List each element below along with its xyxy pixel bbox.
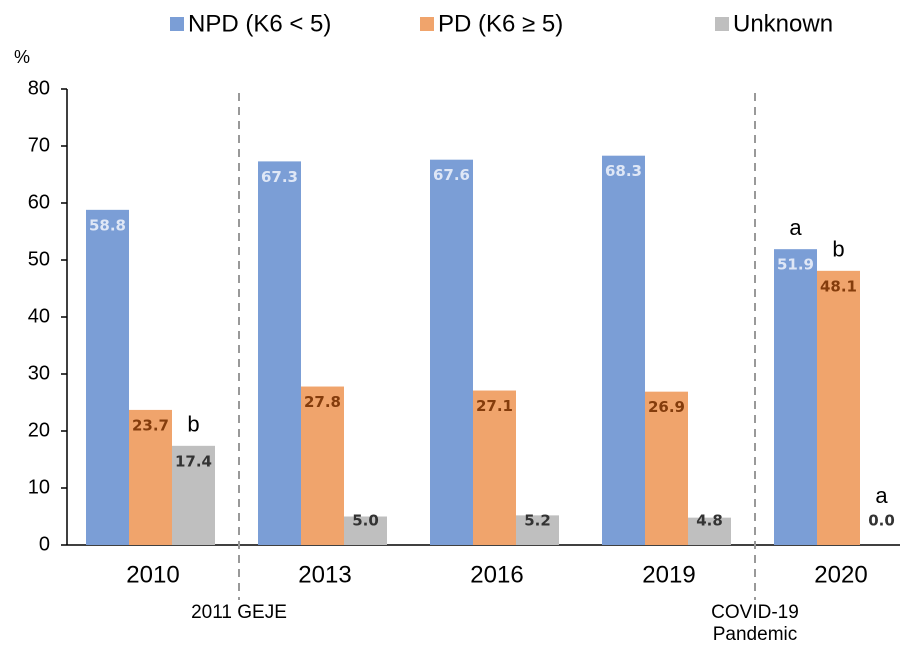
y-tick-label: 70 (28, 134, 50, 156)
y-unit: % (14, 47, 30, 67)
legend-swatch (170, 17, 184, 31)
y-tick-label: 20 (28, 419, 50, 441)
value-label: 67.6 (433, 166, 470, 184)
bar (602, 155, 645, 545)
value-label: 5.2 (524, 512, 551, 530)
value-label: 26.9 (648, 398, 685, 416)
significance-letter: b (187, 412, 199, 437)
value-label: 51.9 (777, 256, 814, 274)
bar (258, 161, 301, 545)
bar (473, 390, 516, 545)
x-tick-label: 2010 (126, 561, 179, 588)
legend-swatch (420, 17, 434, 31)
bar (774, 249, 817, 546)
x-tick-label: 2013 (298, 561, 351, 588)
bar (817, 270, 860, 545)
y-tick-label: 80 (28, 77, 50, 99)
significance-letter: a (875, 483, 888, 508)
y-tick-label: 50 (28, 248, 50, 270)
bar (301, 386, 344, 545)
y-tick-label: 40 (28, 305, 50, 327)
bar (430, 159, 473, 545)
y-tick-label: 30 (28, 362, 50, 384)
significance-letter: b (832, 237, 844, 262)
legend-label: Unknown (733, 10, 833, 37)
period-label: 2011 GEJE (191, 602, 287, 623)
value-label: 23.7 (132, 416, 169, 434)
bar (344, 516, 387, 545)
bar (172, 445, 215, 545)
value-label: 58.8 (89, 216, 126, 234)
value-label: 0.0 (868, 512, 895, 530)
y-tick-label: 60 (28, 191, 50, 213)
x-tick-label: 2019 (642, 561, 695, 588)
value-label: 27.8 (304, 393, 341, 411)
value-label: 17.4 (175, 452, 212, 470)
legend-swatch (715, 17, 729, 31)
y-tick-label: 0 (39, 533, 50, 555)
bar (86, 209, 129, 545)
bar (688, 517, 731, 545)
bar (516, 515, 559, 545)
value-label: 4.8 (696, 512, 723, 530)
bar (645, 391, 688, 545)
x-tick-label: 2020 (814, 561, 867, 588)
legend-label: PD (K6 ≥ 5) (438, 10, 563, 37)
period-label: COVID-19 Pandemic (711, 602, 799, 645)
y-tick-label: 10 (28, 476, 50, 498)
value-label: 5.0 (352, 512, 379, 530)
x-tick-label: 2016 (470, 561, 523, 588)
bar (129, 409, 172, 545)
value-label: 67.3 (261, 168, 298, 186)
legend-label: NPD (K6 < 5) (188, 10, 331, 37)
value-label: 48.1 (820, 277, 857, 295)
value-label: 27.1 (476, 397, 513, 415)
value-label: 68.3 (605, 162, 642, 180)
significance-letter: a (789, 215, 802, 240)
